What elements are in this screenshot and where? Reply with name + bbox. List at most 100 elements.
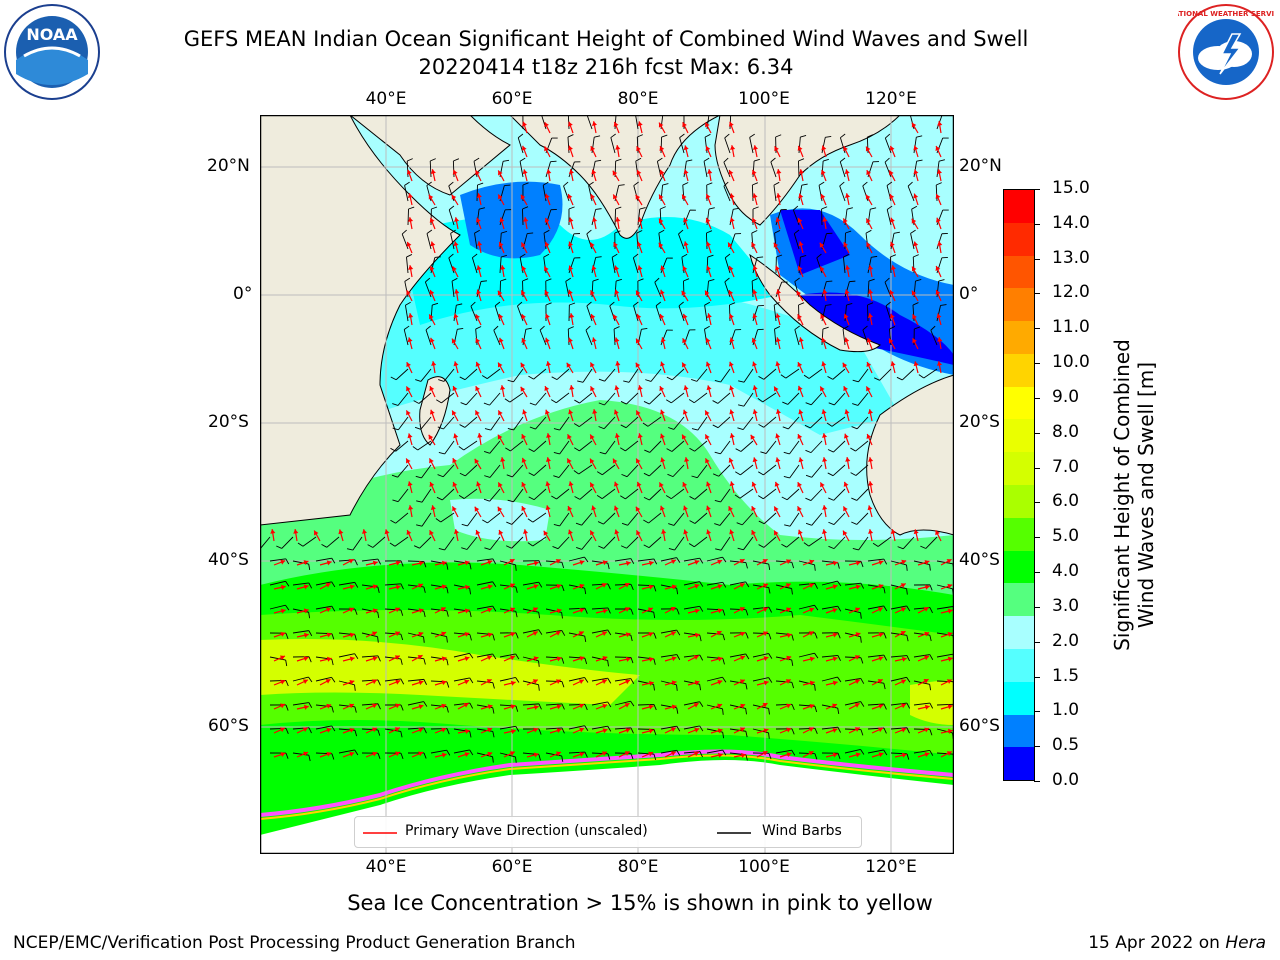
wind-barb-flag bbox=[630, 727, 634, 734]
wind-barb-flag bbox=[542, 181, 549, 186]
wave-direction-arrowhead bbox=[372, 656, 378, 662]
wind-barb-flag bbox=[906, 635, 909, 642]
wind-barb bbox=[614, 208, 617, 226]
wave-direction-arrowhead bbox=[878, 584, 884, 589]
wave-direction-arrowhead bbox=[497, 434, 503, 440]
wave-direction-arrowhead bbox=[648, 631, 654, 637]
wind-barb-flag bbox=[308, 612, 311, 619]
wind-barb-flag bbox=[597, 521, 604, 525]
wind-barb-flag bbox=[657, 157, 663, 162]
wind-barb bbox=[489, 488, 501, 502]
wave-direction-arrowhead bbox=[762, 631, 768, 637]
wave-direction-arrowhead bbox=[464, 560, 470, 566]
wind-barb-flag bbox=[704, 133, 711, 138]
wave-direction-arrowhead bbox=[706, 385, 712, 391]
wind-barb-flag bbox=[354, 730, 358, 737]
wind-barb-flag bbox=[745, 581, 750, 588]
wind-barb-flag bbox=[712, 424, 719, 429]
wind-barb bbox=[775, 749, 792, 754]
wind-barb bbox=[786, 488, 800, 501]
wind-barb-flag bbox=[745, 653, 750, 660]
colorbar-swatch bbox=[1004, 681, 1034, 715]
wind-barb-flag bbox=[714, 380, 721, 383]
wind-barb-flag bbox=[538, 560, 542, 567]
wind-barb bbox=[867, 680, 884, 684]
wind-barb-flag bbox=[276, 545, 282, 549]
wave-direction-arrowhead bbox=[579, 656, 585, 661]
wind-barb bbox=[444, 536, 455, 551]
wind-barb bbox=[858, 368, 869, 383]
wave-direction-arrowhead bbox=[546, 169, 552, 174]
wind-barb-flag bbox=[434, 256, 441, 258]
wind-barb-flag bbox=[435, 518, 442, 523]
wind-barb-flag bbox=[860, 582, 865, 589]
wave-direction-arrowhead bbox=[509, 559, 515, 564]
wave-direction-arrowhead bbox=[487, 607, 493, 613]
wind-barb-flag bbox=[822, 326, 829, 330]
wind-barb bbox=[556, 488, 570, 500]
wave-direction-arrowhead bbox=[878, 560, 884, 566]
wind-barb-flag bbox=[633, 301, 639, 306]
wind-barb-flag bbox=[724, 133, 730, 139]
wind-barb bbox=[798, 257, 801, 274]
wind-barb-flag bbox=[883, 683, 886, 690]
wave-direction-arrowhead bbox=[568, 145, 573, 151]
wind-barb-flag bbox=[354, 684, 356, 691]
wave-direction-arrowhead bbox=[463, 703, 469, 708]
wave-direction-arrowhead bbox=[694, 727, 700, 733]
wind-barb-flag bbox=[850, 447, 856, 452]
wave-direction-arrowhead bbox=[693, 655, 699, 660]
wind-barb-flag bbox=[573, 423, 580, 428]
wave-direction-arrowhead bbox=[681, 290, 687, 296]
wind-barb-flag bbox=[285, 752, 289, 759]
wind-barb bbox=[821, 655, 838, 658]
wind-barb-flag bbox=[805, 402, 812, 406]
wind-barb bbox=[625, 440, 639, 452]
wave-direction-arrowhead bbox=[451, 338, 457, 344]
wind-barb-flag bbox=[688, 543, 695, 548]
wind-barb-flag bbox=[483, 498, 490, 502]
wind-barb bbox=[704, 305, 708, 322]
wind-barb bbox=[586, 115, 593, 130]
wave-direction-arrowhead bbox=[615, 217, 621, 222]
wind-barb-flag bbox=[862, 325, 868, 331]
wind-barb bbox=[913, 702, 930, 706]
wind-barb bbox=[419, 536, 432, 549]
wind-barb bbox=[741, 512, 754, 526]
wind-barb-flag bbox=[653, 729, 657, 736]
wave-direction-arrowhead bbox=[464, 752, 470, 757]
wind-barb bbox=[720, 488, 731, 503]
wind-barb bbox=[443, 368, 455, 382]
wave-direction-arrowhead bbox=[429, 386, 435, 392]
wave-direction-arrowhead bbox=[523, 529, 529, 534]
wind-barb-flag bbox=[929, 654, 934, 661]
wind-barb-flag bbox=[551, 495, 557, 500]
wind-barb-flag bbox=[791, 704, 795, 711]
wave-direction-arrowhead bbox=[785, 559, 791, 565]
wind-barb-flag bbox=[426, 181, 432, 186]
wind-barb-flag bbox=[472, 253, 478, 259]
wind-barb-flag bbox=[860, 561, 864, 568]
wind-barb-flag bbox=[584, 608, 588, 614]
wind-barb bbox=[683, 581, 700, 586]
wind-barb bbox=[559, 512, 570, 527]
wave-direction-arrowhead bbox=[660, 361, 665, 367]
wind-barb bbox=[464, 464, 478, 477]
wind-barb-flag bbox=[543, 253, 550, 258]
wave-direction-arrowhead bbox=[821, 145, 827, 151]
wave-direction-arrowhead bbox=[614, 265, 620, 271]
wind-barb-flag bbox=[390, 447, 396, 452]
wind-barb-flag bbox=[390, 376, 397, 381]
wind-barb-flag bbox=[791, 562, 795, 569]
wind-barb-flag bbox=[515, 653, 520, 660]
wind-barb bbox=[448, 209, 455, 226]
wind-barb bbox=[649, 464, 662, 477]
wind-barb bbox=[513, 368, 524, 383]
wave-direction-arrowhead bbox=[774, 481, 780, 487]
wind-barb-flag bbox=[599, 451, 606, 455]
wind-barb-flag bbox=[584, 658, 588, 665]
wind-barb bbox=[441, 392, 455, 404]
wind-barb-flag bbox=[722, 582, 727, 588]
wave-direction-arrowhead bbox=[614, 433, 620, 438]
wind-barb bbox=[372, 536, 386, 548]
